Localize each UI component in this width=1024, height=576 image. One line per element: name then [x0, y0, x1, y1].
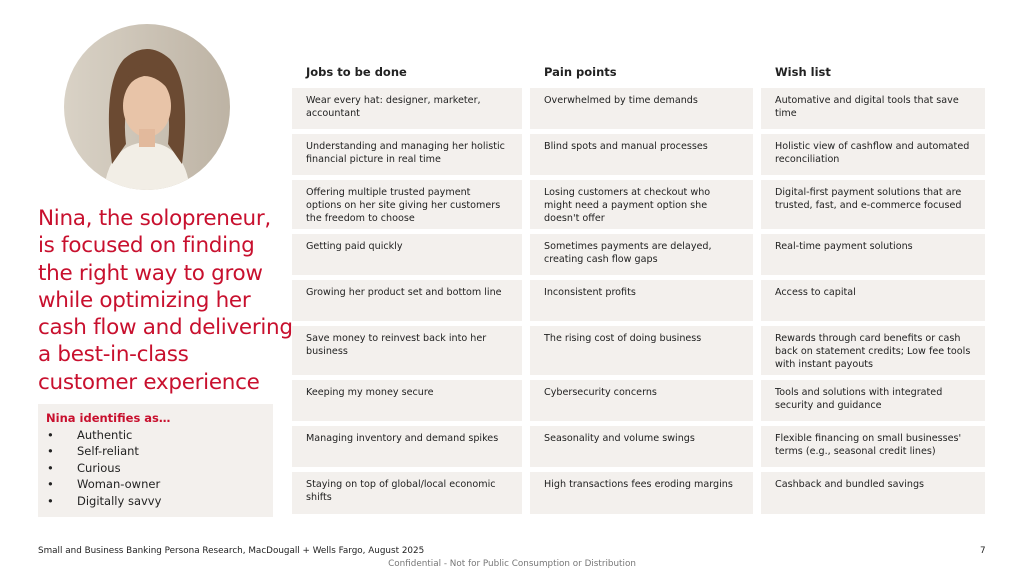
- identifies-title: Nina identifies as…: [46, 411, 171, 425]
- table-cell: Getting paid quickly: [292, 234, 522, 275]
- table-row: Keeping my money secure Cybersecurity con…: [292, 380, 985, 421]
- table-cell: High transactions fees eroding margins: [530, 472, 753, 514]
- table-cell: Real-time payment solutions: [761, 234, 985, 275]
- table-row: Getting paid quickly Sometimes payments a…: [292, 234, 985, 275]
- table-cell: Growing her product set and bottom line: [292, 280, 522, 321]
- headline-line: is focused on finding: [38, 233, 255, 259]
- confidential: Confidential - Not for Public Consumptio…: [388, 559, 636, 569]
- table-cell: Digital-first payment solutions that are…: [761, 180, 985, 229]
- table-row: Staying on top of global/local economic …: [292, 472, 985, 514]
- column-header: Pain points: [544, 65, 617, 79]
- table: Wear every hat: designer, marketer, acco…: [292, 88, 985, 519]
- headline-line: while optimizing her: [38, 287, 251, 313]
- source: Small and Business Banking Persona Resea…: [38, 546, 425, 556]
- table-cell: Inconsistent profits: [530, 280, 753, 321]
- table-row: Understanding and managing her holistic …: [292, 134, 985, 175]
- table-cell: Understanding and managing her holistic …: [292, 134, 522, 175]
- identity-item: Woman-owner: [46, 476, 265, 493]
- table-cell: The rising cost of doing business: [530, 326, 753, 375]
- table-cell: Overwhelmed by time demands: [530, 88, 753, 129]
- headline-line: Nina, the solopreneur,: [38, 206, 271, 231]
- column-header: Wish list: [775, 65, 831, 79]
- table-cell: Seasonality and volume swings: [530, 426, 753, 467]
- table-header: Jobs to be done Pain points Wish list: [292, 65, 985, 79]
- table-cell: Offering multiple trusted payment option…: [292, 180, 522, 229]
- page-number: 7: [980, 546, 986, 556]
- table-row: Growing her product set and bottom line I…: [292, 280, 985, 321]
- table-cell: Tools and solutions with integrated secu…: [761, 380, 985, 421]
- headline-line: the right way to grow: [38, 260, 263, 286]
- table-cell: Managing inventory and demand spikes: [292, 426, 522, 467]
- table-cell: Staying on top of global/local economic …: [292, 472, 522, 514]
- identity-item: Self-reliant: [46, 443, 265, 460]
- table-cell: Sometimes payments are delayed, creating…: [530, 234, 753, 275]
- table-cell: Holistic view of cashflow and automated …: [761, 134, 985, 175]
- column-header: Jobs to be done: [306, 65, 407, 79]
- identifies-list: AuthenticSelf-reliantCuriousWoman-ownerD…: [46, 427, 265, 509]
- table-row: Managing inventory and demand spikes Seas…: [292, 426, 985, 467]
- identity-item: Authentic: [46, 427, 265, 444]
- table-cell: Automative and digital tools that save t…: [761, 88, 985, 129]
- identity-item: Curious: [46, 460, 265, 477]
- table-cell: Flexible financing on small businesses' …: [761, 426, 985, 467]
- identifies-box: Nina identifies as… AuthenticSelf-relian…: [38, 404, 273, 517]
- headline-line: cash flow and delivering: [38, 315, 293, 341]
- headline-line: customer experience: [38, 369, 260, 395]
- table-cell: Access to capital: [761, 280, 985, 321]
- table-cell: Rewards through card benefits or cash ba…: [761, 326, 985, 375]
- table-cell: Cashback and bundled savings: [761, 472, 985, 514]
- table-cell: Wear every hat: designer, marketer, acco…: [292, 88, 522, 129]
- table-row: Save money to reinvest back into her bus…: [292, 326, 985, 375]
- identity-item: Digitally savvy: [46, 493, 265, 510]
- headline-line: a best-in-class: [38, 342, 189, 368]
- table-cell: Blind spots and manual processes: [530, 134, 753, 175]
- table-cell: Save money to reinvest back into her bus…: [292, 326, 522, 375]
- table-row: Wear every hat: designer, marketer, acco…: [292, 88, 985, 129]
- table-cell: Losing customers at checkout who might n…: [530, 180, 753, 229]
- persona-photo: [64, 24, 230, 190]
- headline: Nina, the solopreneur, is focused on find…: [38, 205, 293, 396]
- table-row: Offering multiple trusted payment option…: [292, 180, 985, 229]
- table-cell: Cybersecurity concerns: [530, 380, 753, 421]
- table-cell: Keeping my money secure: [292, 380, 522, 421]
